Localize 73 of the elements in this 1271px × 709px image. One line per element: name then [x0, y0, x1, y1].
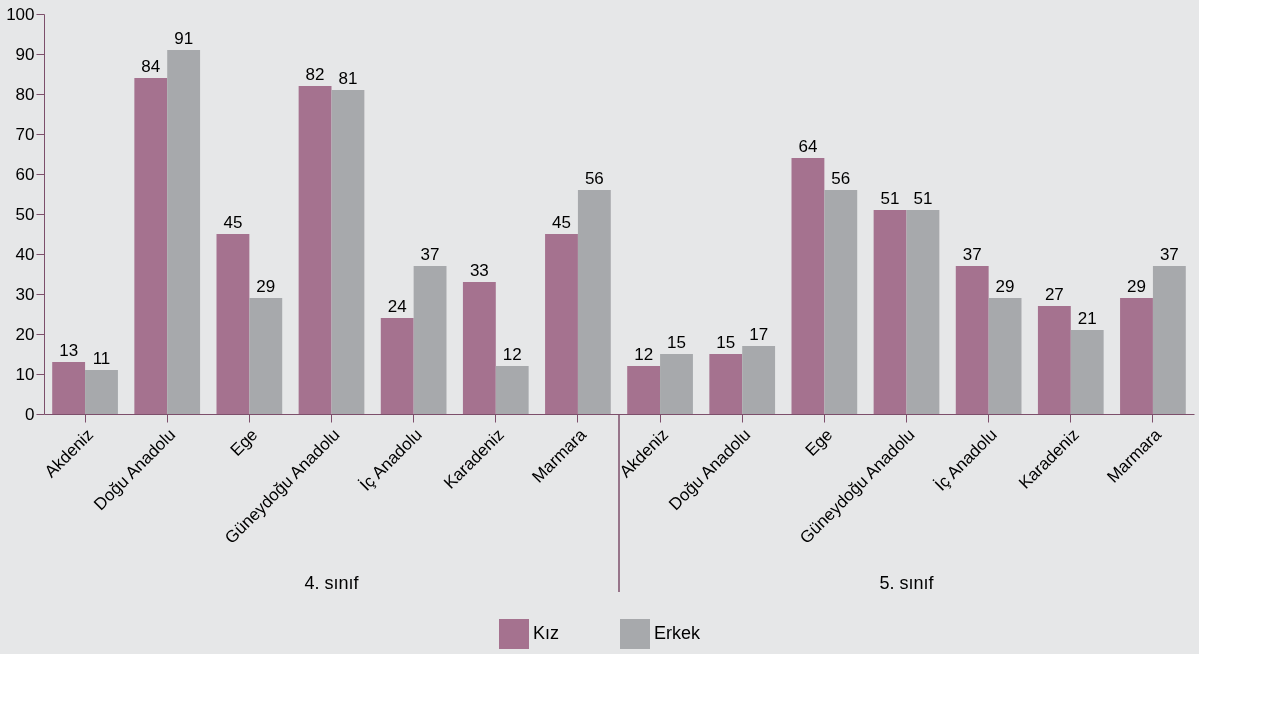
bar [873, 210, 907, 414]
data-label: 51 [913, 189, 933, 208]
bar [216, 234, 250, 414]
bar [1037, 306, 1071, 414]
y-tick-label: 40 [15, 244, 35, 264]
bar [1070, 330, 1104, 414]
bar [1152, 266, 1186, 414]
bar [380, 318, 414, 414]
data-label: 13 [59, 341, 79, 360]
bar [413, 266, 447, 414]
text: 5. sınıf [879, 573, 935, 593]
data-label: 29 [1127, 277, 1146, 296]
text: 4. sınıf [304, 573, 360, 593]
data-label: 45 [552, 213, 571, 232]
bar [955, 266, 989, 414]
data-label: 45 [223, 213, 243, 232]
bar [462, 282, 496, 414]
data-label: 37 [962, 245, 982, 264]
data-label: 91 [174, 29, 194, 48]
legend-label: Kız [533, 623, 560, 643]
bar [331, 90, 365, 414]
bar [988, 298, 1022, 414]
data-label: 51 [880, 189, 900, 208]
bar [134, 78, 168, 414]
data-label: 82 [305, 65, 325, 84]
legend-label: Erkek [654, 623, 702, 643]
data-label: 29 [256, 277, 276, 296]
data-label: 33 [469, 261, 489, 280]
y-tick-label: 0 [25, 404, 35, 424]
y-tick-label: 60 [15, 164, 35, 184]
data-label: 17 [749, 325, 769, 344]
data-label: 37 [420, 245, 440, 264]
y-tick-label: 30 [15, 284, 35, 304]
bar [906, 210, 940, 414]
data-label: 24 [387, 297, 407, 316]
y-tick-label: 80 [15, 84, 35, 104]
data-label: 11 [92, 349, 111, 368]
x-tick-label: Ege [226, 425, 262, 460]
data-label: 27 [1044, 285, 1064, 304]
bar [824, 190, 858, 414]
y-tick-label: 50 [15, 204, 35, 224]
bar [627, 366, 661, 414]
bar [1120, 298, 1153, 414]
data-label: 56 [584, 169, 604, 188]
y-tick-label: 20 [15, 324, 35, 344]
x-tick-label: Ege [801, 425, 837, 460]
bar [709, 354, 743, 414]
y-tick-label: 10 [15, 364, 35, 384]
bar [249, 298, 283, 414]
bar [660, 354, 693, 414]
data-label: 12 [502, 345, 522, 364]
data-label: 29 [995, 277, 1015, 296]
data-label: 56 [831, 169, 851, 188]
data-label: 84 [141, 57, 161, 76]
bar [545, 234, 578, 414]
bar [791, 158, 825, 414]
data-label: 15 [716, 333, 736, 352]
bar [167, 50, 201, 414]
y-tick-label: 100 [6, 4, 35, 24]
y-tick-label: 90 [15, 44, 35, 64]
data-label: 12 [634, 345, 654, 364]
bar [52, 362, 86, 414]
data-label: 64 [798, 137, 818, 156]
data-label: 37 [1159, 245, 1179, 264]
data-label: 81 [338, 69, 358, 88]
y-tick-label: 70 [15, 124, 35, 144]
bar [577, 190, 611, 414]
bar [85, 370, 118, 414]
data-label: 15 [667, 333, 686, 352]
bar [495, 366, 529, 414]
data-label: 21 [1077, 309, 1097, 328]
bar [298, 86, 332, 414]
bar [742, 346, 776, 414]
